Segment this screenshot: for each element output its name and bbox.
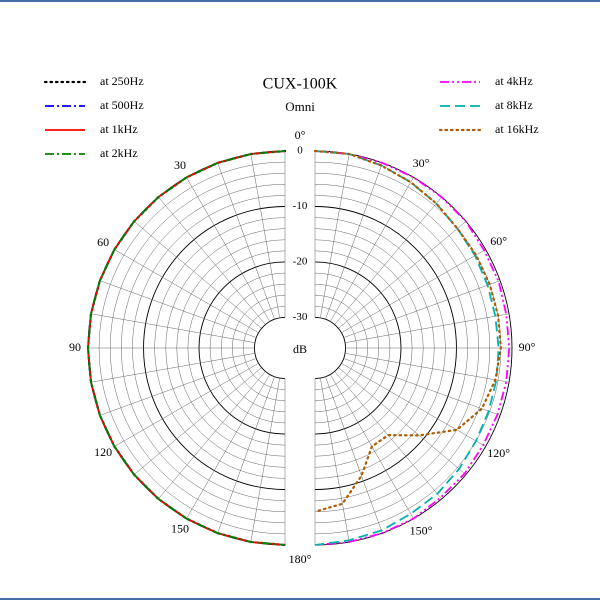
spoke <box>114 363 259 447</box>
spoke <box>320 153 350 318</box>
legend-label: at 500Hz <box>100 98 144 112</box>
spoke <box>341 249 486 333</box>
theta-tick-label: 0° <box>295 128 306 142</box>
legend-label: at 8kHz <box>495 98 533 112</box>
spoke <box>330 177 414 322</box>
r-axis-label: dB <box>293 342 307 356</box>
spoke <box>345 313 510 343</box>
spoke <box>158 196 266 325</box>
series-line <box>87 150 286 546</box>
r-tick-label: -20 <box>293 256 308 268</box>
series-line <box>313 149 503 513</box>
theta-tick-label: 60 <box>97 235 109 249</box>
spoke <box>250 153 280 318</box>
chart-subtitle: Omni <box>285 99 315 114</box>
theta-tick-label: 150° <box>410 523 433 537</box>
spoke <box>334 196 442 325</box>
series-line <box>314 150 511 546</box>
spoke <box>250 378 280 543</box>
spoke <box>99 280 257 338</box>
spoke <box>320 378 350 543</box>
chart-title: CUX-100K <box>263 76 338 93</box>
theta-tick-label: 90° <box>519 340 536 354</box>
spoke <box>338 221 467 329</box>
theta-tick-label: 120 <box>94 445 112 459</box>
legend-label: at 16kHz <box>495 122 539 136</box>
spoke <box>343 358 501 416</box>
legend-label: at 2kHz <box>100 146 138 160</box>
theta-tick-label: 30 <box>174 158 186 172</box>
r-tick-label: 0 <box>297 145 303 157</box>
r-tick-label: -10 <box>293 200 308 212</box>
spoke <box>133 221 262 329</box>
legend-label: at 4kHz <box>495 74 533 88</box>
theta-tick-label: 90 <box>69 340 81 354</box>
spoke <box>325 376 383 534</box>
major-ring <box>314 317 346 379</box>
spoke <box>90 313 255 343</box>
spoke <box>90 353 255 383</box>
major-ring <box>254 317 286 379</box>
theta-tick-label: 30° <box>413 156 430 170</box>
theta-tick-label: 60° <box>490 234 507 248</box>
spoke <box>133 367 262 475</box>
spoke <box>338 367 467 475</box>
spoke <box>345 353 510 383</box>
spoke <box>99 358 257 416</box>
spoke <box>186 177 270 322</box>
theta-tick-label: 150 <box>171 522 189 536</box>
r-tick-label: -30 <box>293 311 308 323</box>
spoke <box>341 363 486 447</box>
theta-tick-label: 180° <box>289 552 312 566</box>
spoke <box>325 162 383 320</box>
legend-label: at 250Hz <box>100 74 144 88</box>
spoke <box>158 371 266 500</box>
spoke <box>114 249 259 333</box>
legend-label: at 1kHz <box>100 122 138 136</box>
spoke <box>217 162 275 320</box>
spoke <box>343 280 501 338</box>
spoke <box>186 374 270 519</box>
theta-tick-label: 120° <box>487 446 510 460</box>
spoke <box>217 376 275 534</box>
